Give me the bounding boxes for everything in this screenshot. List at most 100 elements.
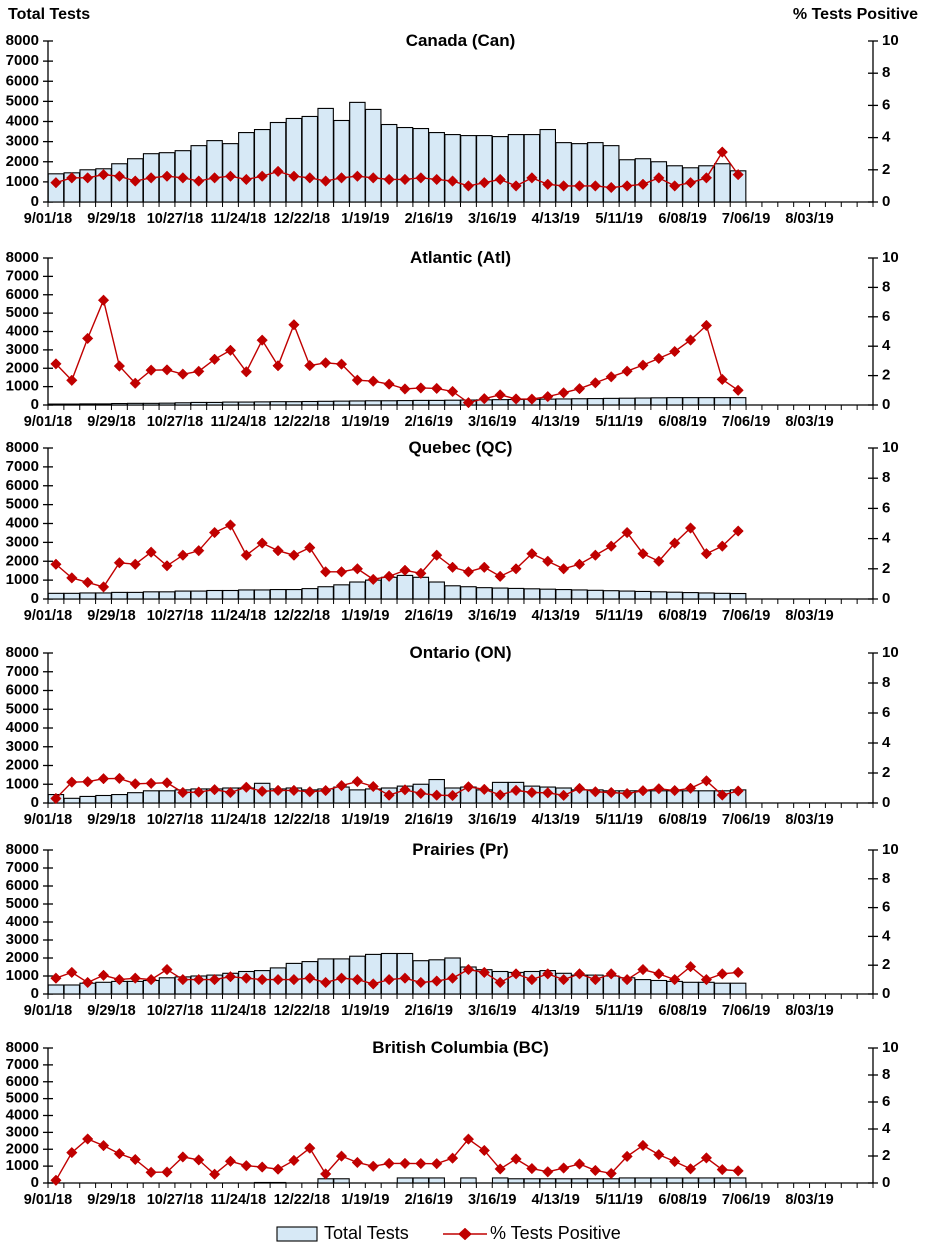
svg-text:6000: 6000 [6, 286, 39, 303]
svg-text:0: 0 [31, 590, 39, 607]
svg-text:4/13/19: 4/13/19 [531, 812, 579, 828]
svg-text:7000: 7000 [6, 663, 39, 680]
svg-text:8/03/19: 8/03/19 [785, 1003, 833, 1019]
svg-text:12/22/18: 12/22/18 [274, 812, 330, 828]
svg-text:8/03/19: 8/03/19 [785, 414, 833, 430]
svg-text:6000: 6000 [6, 1073, 39, 1090]
svg-text:12/22/18: 12/22/18 [274, 1192, 330, 1208]
svg-text:Total Tests: Total Tests [324, 1223, 409, 1243]
svg-text:3/16/19: 3/16/19 [468, 608, 516, 624]
svg-text:8000: 8000 [6, 1039, 39, 1056]
svg-text:7/06/19: 7/06/19 [722, 812, 770, 828]
svg-text:9/01/18: 9/01/18 [24, 211, 72, 227]
svg-text:10: 10 [882, 644, 899, 661]
svg-text:2000: 2000 [6, 359, 39, 376]
svg-text:7000: 7000 [6, 52, 39, 69]
svg-text:Quebec (QC): Quebec (QC) [409, 438, 513, 457]
svg-text:2: 2 [882, 367, 890, 384]
svg-text:5/11/19: 5/11/19 [595, 211, 643, 227]
svg-text:3000: 3000 [6, 533, 39, 550]
svg-text:3000: 3000 [6, 931, 39, 948]
svg-text:6/08/19: 6/08/19 [658, 414, 706, 430]
svg-text:3/16/19: 3/16/19 [468, 1003, 516, 1019]
svg-text:4000: 4000 [6, 913, 39, 930]
svg-text:0: 0 [31, 396, 39, 413]
svg-text:9/01/18: 9/01/18 [24, 414, 72, 430]
svg-text:7000: 7000 [6, 859, 39, 876]
svg-text:9/29/18: 9/29/18 [87, 414, 135, 430]
svg-text:0: 0 [882, 590, 890, 607]
svg-text:7000: 7000 [6, 458, 39, 475]
svg-text:8: 8 [882, 469, 890, 486]
svg-text:8: 8 [882, 674, 890, 691]
svg-text:8/03/19: 8/03/19 [785, 812, 833, 828]
svg-text:2: 2 [882, 764, 890, 781]
svg-text:4000: 4000 [6, 719, 39, 736]
svg-text:8/03/19: 8/03/19 [785, 211, 833, 227]
svg-text:0: 0 [31, 985, 39, 1002]
svg-text:4: 4 [882, 1120, 891, 1137]
svg-text:2/16/19: 2/16/19 [405, 211, 453, 227]
svg-text:0: 0 [31, 794, 39, 811]
svg-text:4: 4 [882, 927, 891, 944]
svg-text:1/19/19: 1/19/19 [341, 1003, 389, 1019]
svg-text:6: 6 [882, 704, 890, 721]
svg-text:7000: 7000 [6, 267, 39, 284]
svg-text:6: 6 [882, 308, 890, 325]
svg-text:% Tests Positive: % Tests Positive [490, 1223, 621, 1243]
svg-text:3/16/19: 3/16/19 [468, 1192, 516, 1208]
svg-text:4/13/19: 4/13/19 [531, 1192, 579, 1208]
svg-text:8000: 8000 [6, 32, 39, 49]
svg-text:1000: 1000 [6, 173, 39, 190]
svg-text:0: 0 [882, 1174, 890, 1191]
svg-text:10: 10 [882, 249, 899, 266]
svg-text:4000: 4000 [6, 1107, 39, 1124]
svg-text:2000: 2000 [6, 757, 39, 774]
svg-text:1/19/19: 1/19/19 [341, 1192, 389, 1208]
svg-text:4000: 4000 [6, 323, 39, 340]
svg-text:7/06/19: 7/06/19 [722, 1003, 770, 1019]
svg-text:3000: 3000 [6, 738, 39, 755]
svg-text:12/22/18: 12/22/18 [274, 1003, 330, 1019]
svg-text:Ontario (ON): Ontario (ON) [410, 643, 512, 662]
svg-text:7000: 7000 [6, 1056, 39, 1073]
svg-text:0: 0 [31, 193, 39, 210]
svg-text:8: 8 [882, 1066, 890, 1083]
svg-text:1000: 1000 [6, 967, 39, 984]
svg-text:10: 10 [882, 439, 899, 456]
svg-text:British Columbia (BC): British Columbia (BC) [372, 1038, 549, 1057]
svg-text:8000: 8000 [6, 841, 39, 858]
svg-text:9/01/18: 9/01/18 [24, 1003, 72, 1019]
svg-text:11/24/18: 11/24/18 [211, 1192, 267, 1208]
svg-text:5/11/19: 5/11/19 [595, 812, 643, 828]
svg-text:4: 4 [882, 129, 891, 146]
svg-text:3/16/19: 3/16/19 [468, 812, 516, 828]
svg-text:6/08/19: 6/08/19 [658, 608, 706, 624]
svg-text:6000: 6000 [6, 877, 39, 894]
svg-text:2: 2 [882, 1147, 890, 1164]
svg-text:0: 0 [882, 794, 890, 811]
svg-text:7/06/19: 7/06/19 [722, 211, 770, 227]
svg-text:2/16/19: 2/16/19 [405, 1192, 453, 1208]
svg-text:0: 0 [882, 193, 890, 210]
svg-text:9/29/18: 9/29/18 [87, 812, 135, 828]
svg-text:9/01/18: 9/01/18 [24, 812, 72, 828]
svg-text:10/27/18: 10/27/18 [147, 608, 203, 624]
svg-text:1/19/19: 1/19/19 [341, 414, 389, 430]
svg-text:Canada (Can): Canada (Can) [406, 31, 516, 50]
svg-text:10/27/18: 10/27/18 [147, 1192, 203, 1208]
svg-text:5000: 5000 [6, 496, 39, 513]
svg-text:10: 10 [882, 32, 899, 49]
svg-text:8000: 8000 [6, 439, 39, 456]
svg-text:Total Tests: Total Tests [8, 6, 90, 23]
svg-text:1000: 1000 [6, 571, 39, 588]
svg-text:7/06/19: 7/06/19 [722, 1192, 770, 1208]
svg-text:6/08/19: 6/08/19 [658, 812, 706, 828]
svg-text:5/11/19: 5/11/19 [595, 1192, 643, 1208]
svg-text:2: 2 [882, 560, 890, 577]
svg-text:4: 4 [882, 734, 891, 751]
svg-text:11/24/18: 11/24/18 [211, 608, 267, 624]
svg-text:10: 10 [882, 1039, 899, 1056]
svg-text:6/08/19: 6/08/19 [658, 1003, 706, 1019]
svg-text:6000: 6000 [6, 72, 39, 89]
